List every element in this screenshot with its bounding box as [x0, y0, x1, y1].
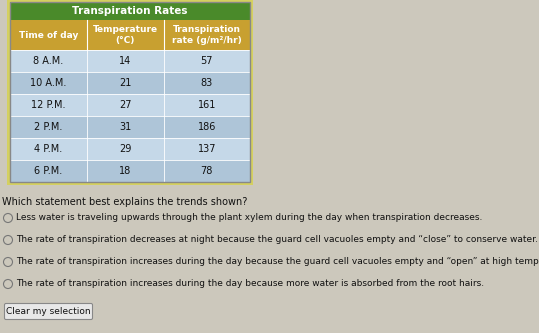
Bar: [10, 50, 250, 72]
Text: Clear my selection: Clear my selection: [6, 307, 91, 316]
Bar: [10, 94, 250, 116]
Text: 78: 78: [201, 166, 213, 176]
Text: 14: 14: [119, 56, 132, 66]
Bar: [10, 116, 250, 138]
Bar: [10, 160, 250, 182]
Text: 83: 83: [201, 78, 213, 88]
Bar: [10, 2, 250, 182]
Text: 12 P.M.: 12 P.M.: [31, 100, 66, 110]
Bar: [10, 72, 250, 94]
Bar: [10, 2, 250, 182]
Text: 6 P.M.: 6 P.M.: [34, 166, 63, 176]
Text: The rate of transpiration decreases at night because the guard cell vacuoles emp: The rate of transpiration decreases at n…: [17, 235, 538, 244]
Text: 10 A.M.: 10 A.M.: [30, 78, 67, 88]
Text: 27: 27: [119, 100, 132, 110]
Bar: [10, 138, 250, 160]
Text: The rate of transpiration increases during the day because the guard cell vacuol: The rate of transpiration increases duri…: [17, 257, 539, 266]
Text: The rate of transpiration increases during the day because more water is absorbe: The rate of transpiration increases duri…: [17, 279, 485, 288]
Text: 137: 137: [198, 144, 216, 154]
Text: 18: 18: [119, 166, 132, 176]
Text: 186: 186: [198, 122, 216, 132]
Text: 8 A.M.: 8 A.M.: [33, 56, 64, 66]
FancyBboxPatch shape: [4, 303, 93, 319]
Text: Temperature
(°C): Temperature (°C): [93, 25, 158, 45]
Text: 21: 21: [119, 78, 132, 88]
Bar: [10, 20, 250, 50]
Text: Time of day: Time of day: [19, 31, 78, 40]
Text: 2 P.M.: 2 P.M.: [34, 122, 63, 132]
Text: 57: 57: [201, 56, 213, 66]
Text: 4 P.M.: 4 P.M.: [34, 144, 63, 154]
Text: Transpiration Rates: Transpiration Rates: [72, 6, 188, 16]
Bar: [10, 2, 250, 20]
Bar: [7, 0, 253, 185]
Text: 29: 29: [119, 144, 132, 154]
Text: Which statement best explains the trends shown?: Which statement best explains the trends…: [2, 197, 247, 207]
Text: Transpiration
rate (g/m²/hr): Transpiration rate (g/m²/hr): [172, 25, 241, 45]
Text: 31: 31: [119, 122, 132, 132]
Text: Less water is traveling upwards through the plant xylem during the day when tran: Less water is traveling upwards through …: [17, 213, 483, 222]
Text: 161: 161: [198, 100, 216, 110]
